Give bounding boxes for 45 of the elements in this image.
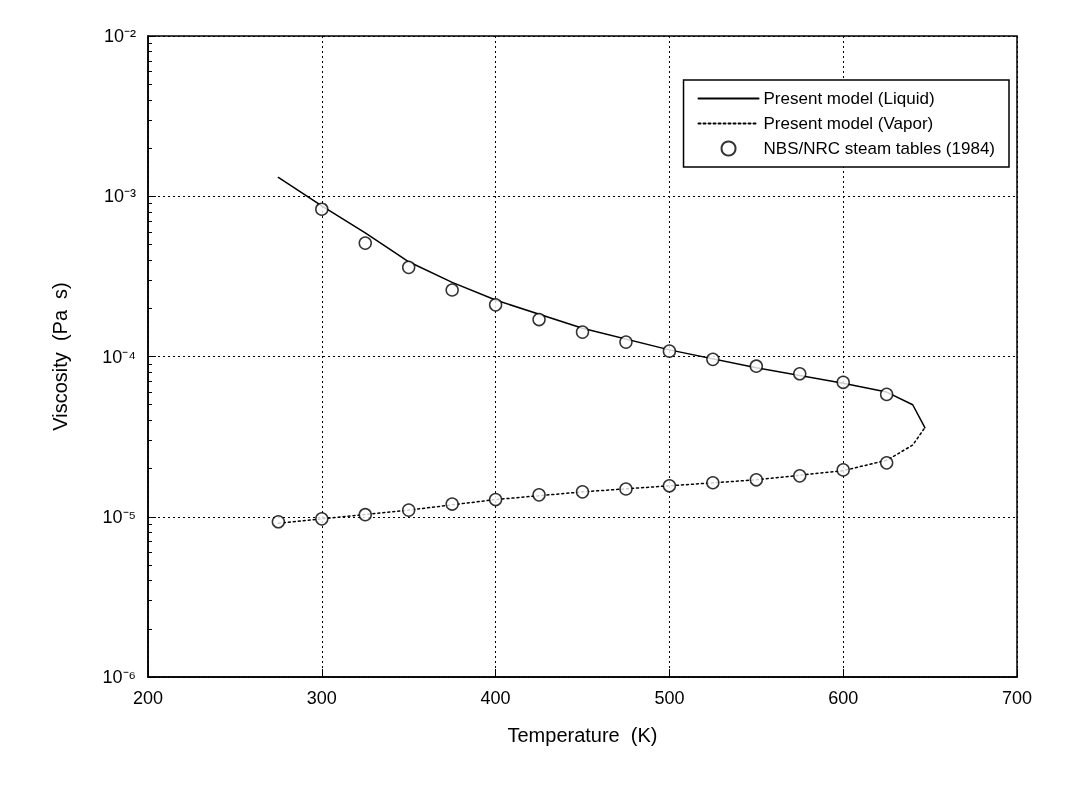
- point: [793, 469, 807, 483]
- point: [619, 482, 633, 496]
- point: [662, 344, 677, 358]
- point: [358, 236, 372, 250]
- point: [271, 515, 286, 529]
- x-tick-label: 400: [480, 688, 511, 708]
- point: [532, 312, 546, 327]
- y-tick-label: 10⁻⁴: [102, 346, 136, 367]
- point: [836, 463, 850, 477]
- y-tick-label: 10⁻⁶: [102, 667, 136, 687]
- legend-label: Present model (Vapor): [763, 114, 934, 133]
- point: [358, 507, 372, 522]
- point: [879, 387, 894, 402]
- x-tick-label: 200: [132, 688, 164, 708]
- x-tick-label: 300: [306, 688, 337, 708]
- y-tick-label: 10⁻³: [103, 186, 137, 207]
- x-tick-label: 600: [828, 688, 859, 708]
- point: [315, 202, 329, 216]
- point: [706, 352, 720, 367]
- point: [401, 503, 416, 517]
- point: [401, 260, 416, 275]
- y-tick-label: 10⁻²: [103, 26, 137, 46]
- y-axis-title: Viscosity (Pa s): [49, 282, 71, 431]
- x-tick-label: 700: [1001, 688, 1033, 708]
- legend-label: NBS/NRC steam tables (1984): [763, 139, 996, 158]
- legend-label: Present model (Liquid): [763, 89, 935, 108]
- point: [488, 492, 503, 507]
- x-axis-title: Temperature (K): [507, 724, 658, 746]
- point: [662, 479, 677, 493]
- point: [488, 298, 503, 312]
- point: [315, 512, 329, 526]
- point: [749, 359, 764, 373]
- point: [793, 367, 807, 381]
- y-tick-label: 10⁻⁵: [102, 506, 136, 527]
- point: [706, 476, 720, 490]
- point: [575, 485, 590, 499]
- point: [445, 283, 459, 297]
- point: [836, 375, 850, 390]
- point: [619, 335, 633, 349]
- point: [879, 456, 894, 470]
- x-tick-label: 500: [654, 688, 685, 708]
- point: [749, 473, 764, 487]
- point: [532, 488, 546, 502]
- point: [445, 497, 459, 511]
- point: [575, 325, 590, 339]
